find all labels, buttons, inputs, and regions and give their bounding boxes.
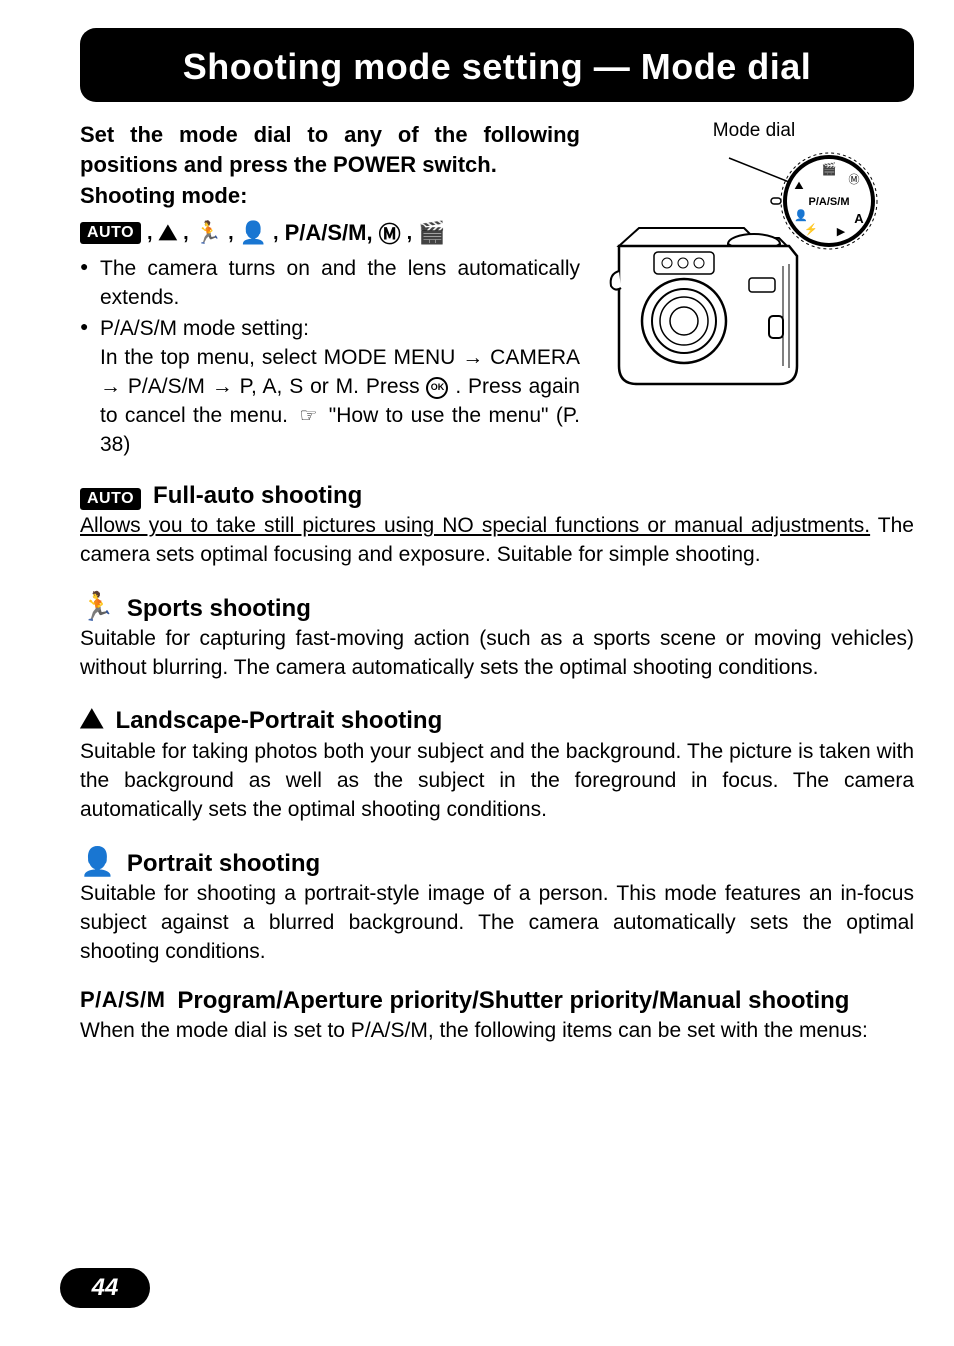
arrow-icon: → — [100, 375, 121, 398]
pasm-text: P/A/S/M, — [285, 220, 373, 246]
section-full-auto: AUTO Full-auto shooting Allows you to ta… — [80, 482, 914, 570]
section-body: When the mode dial is set to P/A/S/M, th… — [80, 1017, 914, 1046]
page-title-bar: Shooting mode setting — Mode dial — [80, 28, 914, 102]
bullet-item: The camera turns on and the lens automat… — [80, 255, 580, 313]
section-body: Suitable for taking photos both your sub… — [80, 738, 914, 825]
my-mode-icon: Ⓜ — [379, 217, 401, 249]
bullet-item: P/A/S/M mode setting: In the top menu, s… — [80, 315, 580, 460]
section-body: Allows you to take still pictures using … — [80, 512, 914, 570]
svg-text:Ⓜ: Ⓜ — [849, 173, 860, 186]
portrait-mode-icon: 👤 — [80, 845, 115, 878]
page-number-badge: 44 — [60, 1268, 150, 1308]
svg-text:👤: 👤 — [794, 209, 808, 222]
figure-caption: Mode dial — [713, 120, 795, 142]
svg-text:A: A — [854, 211, 864, 226]
auto-mode-icon: AUTO — [80, 222, 141, 244]
auto-mode-icon: AUTO — [80, 488, 141, 510]
landscape-portrait-mode-icon: ⛰ — [80, 703, 104, 736]
camera-figure: Mode dial P/A/S/M 🎬 Ⓜ A ▶ 👤 ⚡ ⛰ — [594, 120, 914, 462]
separator: , — [273, 222, 279, 245]
sports-mode-icon: 🏃 — [80, 590, 115, 623]
section-heading: Program/Aperture priority/Shutter priori… — [177, 987, 914, 1015]
page-number: 44 — [92, 1274, 119, 1302]
mode-icon-line: AUTO , ⛰ , 🏃 , 👤 , P/A/S/M, Ⓜ , 🎬 — [80, 217, 580, 249]
section-body: Suitable for shooting a portrait-style i… — [80, 880, 914, 967]
section-body: Suitable for capturing fast-moving actio… — [80, 625, 914, 683]
svg-text:⛰: ⛰ — [794, 180, 803, 192]
section-portrait: 👤 Portrait shooting Suitable for shootin… — [80, 845, 914, 967]
section-heading: Full-auto shooting — [153, 482, 362, 510]
bullet-list: The camera turns on and the lens automat… — [80, 255, 580, 460]
arrow-icon: → — [462, 346, 483, 369]
bullet-text: P/A/S/M mode setting: — [100, 317, 309, 340]
separator: , — [407, 222, 413, 245]
movie-mode-icon: 🎬 — [418, 220, 445, 246]
svg-text:⚡: ⚡ — [804, 223, 818, 236]
ok-button-icon: OK — [426, 377, 448, 399]
svg-text:🎬: 🎬 — [822, 162, 837, 176]
section-sports: 🏃 Sports shooting Suitable for capturing… — [80, 590, 914, 683]
separator: , — [183, 222, 189, 245]
sports-mode-icon: 🏃 — [195, 220, 222, 246]
landscape-portrait-mode-icon: ⛰ — [159, 220, 177, 246]
svg-text:▶: ▶ — [837, 226, 846, 238]
arrow-icon: → — [212, 375, 233, 398]
camera-diagram-svg: P/A/S/M 🎬 Ⓜ A ▶ 👤 ⚡ ⛰ — [599, 146, 909, 406]
bullet-sub: In the top menu, select MODE MENU → CAME… — [100, 344, 580, 460]
section-body-underline: Allows you to take still pictures using … — [80, 514, 870, 537]
pasm-mode-label: P/A/S/M — [80, 987, 165, 1013]
dial-label-text: P/A/S/M — [809, 196, 850, 208]
section-heading: Sports shooting — [127, 595, 311, 623]
separator: , — [228, 222, 234, 245]
reference-pointer-icon: ☞ — [295, 403, 321, 431]
bullet-text: The camera turns on and the lens automat… — [100, 257, 580, 309]
page-title: Shooting mode setting — Mode dial — [100, 46, 894, 88]
portrait-mode-icon: 👤 — [240, 220, 267, 246]
separator: , — [147, 222, 153, 245]
shooting-mode-label: Shooting mode: — [80, 183, 580, 209]
section-heading: Portrait shooting — [127, 850, 320, 878]
sidebar-chapter-label: Shooting basics — Chapter 4 — [8, 120, 68, 920]
section-pasm: P/A/S/M Program/Aperture priority/Shutte… — [80, 987, 914, 1046]
section-landscape-portrait: ⛰ Landscape-Portrait shooting Suitable f… — [80, 703, 914, 825]
section-heading: Landscape-Portrait shooting — [116, 707, 443, 735]
intro-text: Set the mode dial to any of the followin… — [80, 120, 580, 179]
